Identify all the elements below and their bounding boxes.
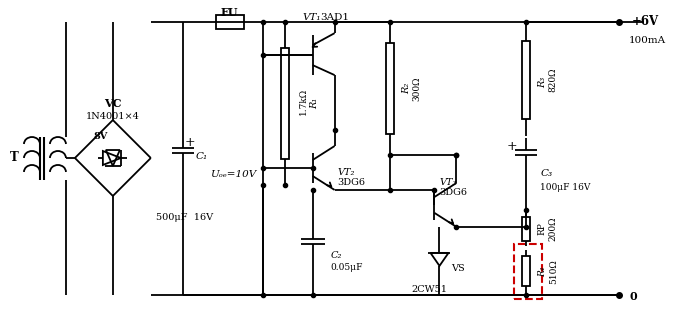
Text: VS: VS xyxy=(452,264,465,273)
Text: 200Ω: 200Ω xyxy=(549,217,558,241)
Text: 8V: 8V xyxy=(94,131,108,141)
Text: Uₒₑ=10V: Uₒₑ=10V xyxy=(210,171,256,179)
Text: 3AD1: 3AD1 xyxy=(321,13,350,22)
Text: VC: VC xyxy=(104,98,122,109)
Text: 100mA: 100mA xyxy=(629,36,666,45)
Text: C₁: C₁ xyxy=(196,151,208,161)
Text: +: + xyxy=(184,136,195,148)
Text: 3DG6: 3DG6 xyxy=(439,188,468,198)
Text: T: T xyxy=(9,151,18,165)
Text: VT₂: VT₂ xyxy=(338,168,355,177)
Text: 510Ω: 510Ω xyxy=(549,259,558,284)
Bar xyxy=(514,244,543,299)
Text: C₂: C₂ xyxy=(331,251,342,260)
Text: 0.05μF: 0.05μF xyxy=(331,263,363,272)
Bar xyxy=(522,256,531,286)
Text: 1N4001×4: 1N4001×4 xyxy=(86,111,140,121)
Bar xyxy=(522,217,531,241)
Bar xyxy=(522,41,531,119)
Bar xyxy=(216,15,244,29)
Bar xyxy=(281,48,289,159)
Bar xyxy=(385,44,394,134)
Text: RP: RP xyxy=(538,223,547,235)
Text: +: + xyxy=(507,140,518,152)
Text: R₂: R₂ xyxy=(402,83,411,94)
Text: 100μF 16V: 100μF 16V xyxy=(541,183,591,192)
Text: C₃: C₃ xyxy=(541,169,553,178)
Text: 3DG6: 3DG6 xyxy=(338,178,366,187)
Text: +6V: +6V xyxy=(631,15,658,28)
Text: R₄: R₄ xyxy=(538,266,547,277)
Text: 2CW51: 2CW51 xyxy=(412,285,448,294)
Text: 1.7kΩ: 1.7kΩ xyxy=(299,88,308,115)
Text: VT₁: VT₁ xyxy=(302,13,321,22)
Text: VT₃: VT₃ xyxy=(439,178,457,187)
Text: 820Ω: 820Ω xyxy=(549,68,558,92)
Text: R₃: R₃ xyxy=(538,76,547,88)
Text: 0: 0 xyxy=(629,291,637,302)
Text: 300Ω: 300Ω xyxy=(412,76,421,101)
Text: R₁: R₁ xyxy=(310,98,319,109)
Text: FU: FU xyxy=(221,7,238,18)
Text: 500μF  16V: 500μF 16V xyxy=(156,213,213,223)
